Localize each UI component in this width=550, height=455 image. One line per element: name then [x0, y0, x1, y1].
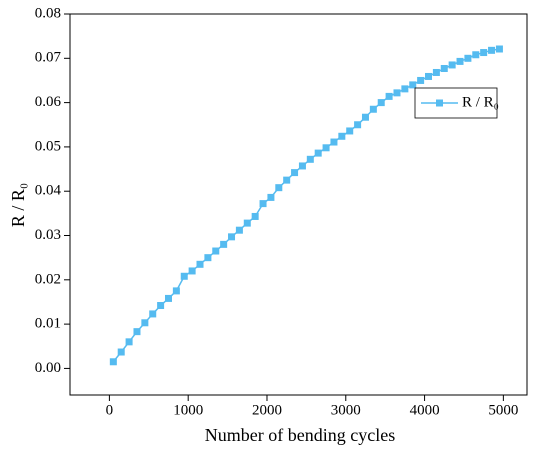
point: [164, 294, 172, 302]
point: [196, 260, 204, 268]
x-tick-label: 2000: [252, 402, 282, 418]
point: [109, 358, 117, 366]
y-axis-label: R / R₀: [8, 183, 28, 227]
x-tick-label: 5000: [488, 402, 518, 418]
y-tick-label: 0.01: [35, 316, 61, 332]
point: [228, 233, 236, 241]
point: [488, 46, 496, 54]
y-tick-label: 0.05: [35, 138, 61, 154]
point: [369, 105, 377, 113]
point: [267, 193, 275, 201]
point: [275, 184, 283, 192]
x-tick-label: 3000: [331, 402, 361, 418]
point: [495, 45, 503, 53]
point: [235, 226, 243, 234]
x-tick-label: 1000: [173, 402, 203, 418]
point: [157, 302, 165, 310]
point: [291, 169, 299, 177]
point: [330, 138, 338, 146]
point: [448, 61, 456, 69]
point: [259, 200, 267, 208]
y-tick-label: 0.02: [35, 271, 61, 287]
point: [440, 64, 448, 72]
point: [314, 149, 322, 157]
point: [464, 54, 472, 62]
point: [425, 72, 433, 80]
y-tick-label: 0.00: [35, 360, 61, 376]
plot-frame: [69, 13, 528, 396]
point: [432, 68, 440, 76]
point: [472, 51, 480, 59]
x-axis-label: Number of bending cycles: [205, 425, 395, 445]
x-tick-label: 0: [106, 402, 114, 418]
y-tick-label: 0.06: [35, 94, 62, 110]
point: [361, 113, 369, 121]
point: [188, 267, 196, 275]
x-tick-label: 4000: [410, 402, 440, 418]
point: [212, 247, 220, 255]
point: [346, 127, 354, 135]
point: [417, 76, 425, 84]
point: [409, 81, 417, 89]
point: [149, 310, 157, 318]
point: [385, 92, 393, 100]
point: [401, 85, 409, 93]
y-tick-label: 0.07: [35, 50, 62, 66]
point: [377, 99, 385, 107]
y-tick-label: 0.04: [35, 183, 62, 199]
point: [180, 272, 188, 280]
point: [172, 287, 180, 295]
point: [251, 212, 259, 220]
point: [283, 176, 291, 184]
point: [298, 162, 306, 170]
y-tick-label: 0.08: [35, 5, 61, 21]
y-tick-label: 0.03: [35, 227, 61, 243]
point: [133, 328, 141, 336]
point: [306, 155, 314, 163]
point: [322, 144, 330, 152]
legend-marker: [436, 99, 443, 107]
point: [243, 219, 251, 227]
point: [480, 49, 488, 57]
point: [204, 254, 212, 262]
point: [125, 338, 133, 346]
point: [117, 348, 125, 356]
point: [354, 121, 362, 129]
point: [141, 319, 149, 327]
point: [220, 240, 228, 248]
point: [393, 89, 401, 97]
point: [456, 57, 464, 65]
legend-label: R / R₀: [462, 94, 499, 110]
point: [338, 132, 346, 140]
